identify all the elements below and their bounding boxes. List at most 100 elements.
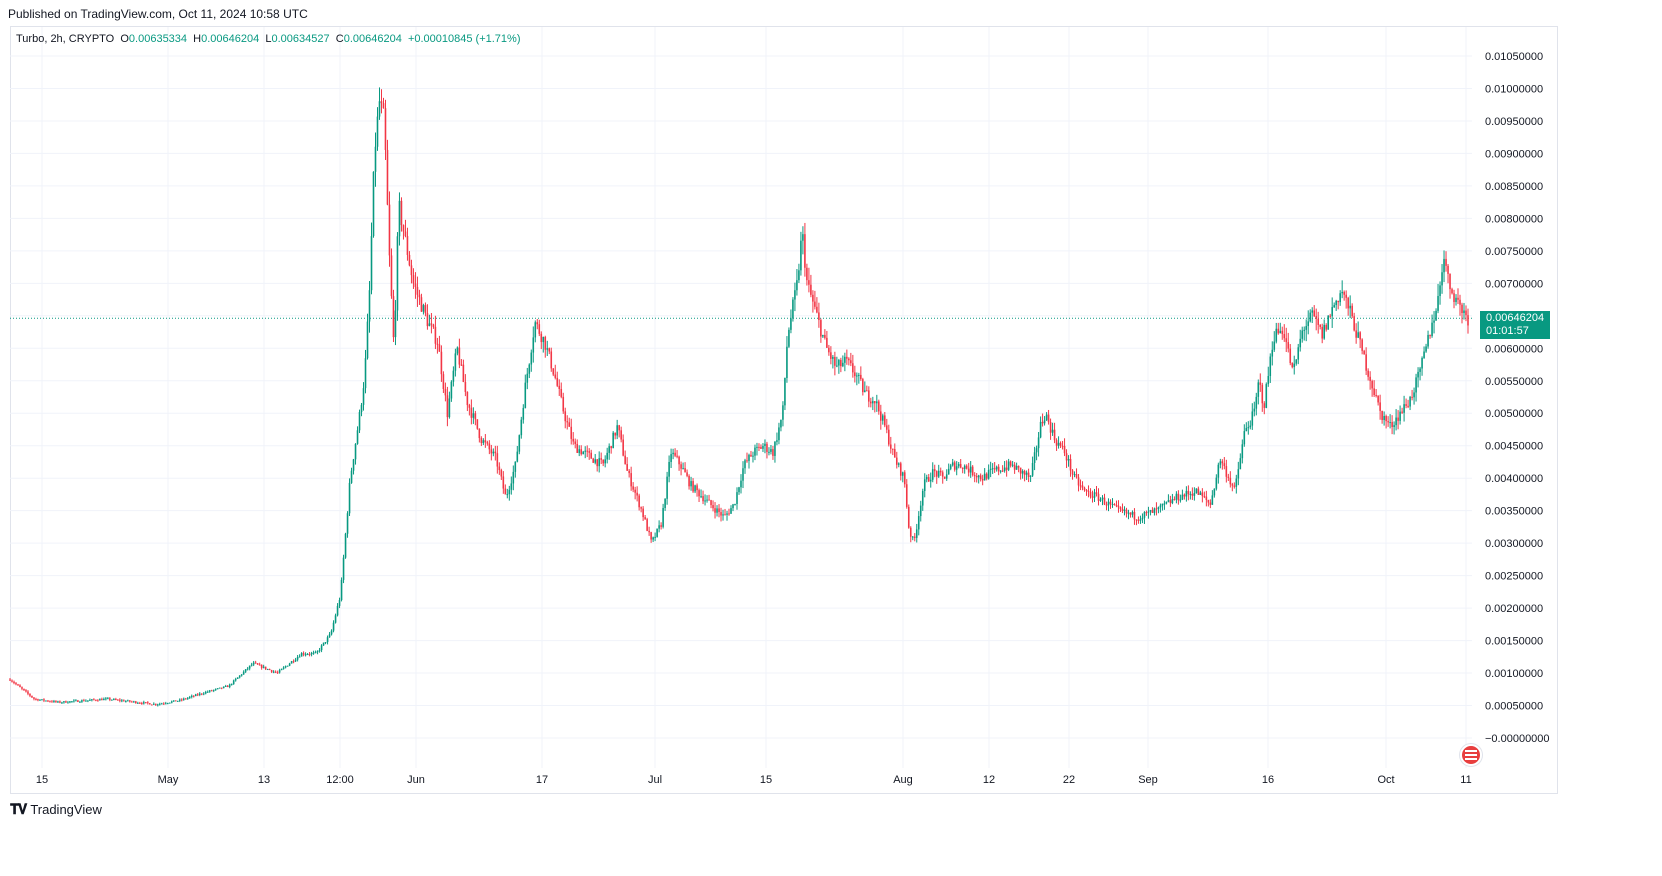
candle-body — [534, 322, 537, 338]
candle-body — [1287, 342, 1290, 349]
candle-body — [1267, 375, 1270, 385]
candle-body — [1321, 326, 1323, 339]
candle-body — [895, 457, 898, 465]
candle-body — [586, 450, 589, 452]
candle-body — [923, 479, 926, 491]
price-tick-label: 0.00100000 — [1485, 668, 1543, 680]
candle-body — [893, 449, 896, 458]
candle-body — [1369, 376, 1371, 382]
candle-body — [1407, 405, 1409, 407]
time-tick-label: May — [158, 774, 179, 786]
time-tick-label: Jul — [648, 774, 662, 786]
candle-body — [504, 488, 507, 495]
candle-body — [1173, 499, 1176, 501]
candle-body — [606, 452, 608, 460]
candle-body — [1099, 499, 1102, 501]
candle-body — [1385, 416, 1387, 422]
candles — [9, 87, 1469, 707]
candle-body — [346, 513, 349, 534]
candle-body — [149, 703, 151, 705]
candle-body — [1185, 490, 1188, 497]
candle-body — [832, 356, 834, 359]
candle-body — [885, 425, 888, 430]
candle-body — [796, 280, 798, 291]
candle-body — [1313, 310, 1316, 317]
candle-body — [378, 101, 381, 117]
symbol-label: Turbo, 2h, CRYPTO — [16, 33, 115, 45]
candle-body — [1059, 442, 1062, 446]
footer-brand[interactable]: 𝐓𝐕 TradingView — [10, 801, 102, 818]
candle-body — [49, 701, 51, 703]
candle-body — [995, 466, 998, 470]
candle-body — [1051, 429, 1054, 433]
candle-body — [1205, 496, 1208, 500]
candle-body — [971, 466, 974, 476]
candle-body — [1249, 425, 1252, 428]
candle-body — [234, 678, 237, 681]
candle-body — [1433, 320, 1435, 323]
candle-body — [170, 701, 173, 703]
candle-body — [746, 460, 748, 462]
price-tick-label: 0.00150000 — [1485, 636, 1543, 648]
candle-body — [105, 698, 107, 700]
candle-body — [818, 312, 820, 321]
chart-frame[interactable] — [10, 26, 1558, 794]
candle-body — [1247, 427, 1250, 429]
candle-body — [1047, 414, 1050, 423]
candle-body — [800, 240, 802, 271]
candle-body — [308, 654, 311, 656]
candle-body — [1443, 258, 1445, 273]
candle-body — [276, 672, 279, 674]
candle-body — [1375, 395, 1377, 397]
candle-body — [216, 688, 219, 690]
candle-body — [1255, 396, 1258, 409]
candle-body — [300, 653, 303, 657]
candle-body — [400, 200, 403, 226]
candle-body — [296, 657, 299, 660]
candle-body — [1133, 511, 1136, 520]
candle-body — [1057, 442, 1060, 446]
candle-body — [119, 699, 121, 701]
price-tick-label: 0.00050000 — [1485, 701, 1543, 713]
candle-body — [862, 379, 864, 393]
candle-body — [754, 447, 756, 456]
candle-body — [584, 450, 587, 452]
candle-body — [250, 664, 253, 666]
candle-body — [1291, 363, 1294, 368]
candle-body — [708, 499, 710, 501]
candle-body — [600, 458, 602, 460]
candle-body — [1371, 381, 1373, 389]
change-value: +0.00010845 (+1.71%) — [407, 33, 521, 45]
us-flag-icon[interactable] — [1460, 744, 1482, 766]
candle-body — [1251, 411, 1254, 426]
candle-body — [935, 471, 938, 477]
price-tick-label: 0.00500000 — [1485, 408, 1543, 420]
candle-body — [1093, 492, 1096, 498]
candle-body — [1467, 315, 1469, 326]
candle-body — [716, 508, 718, 513]
candle-body — [422, 305, 425, 312]
candle-body — [524, 382, 527, 408]
candle-body — [1421, 357, 1423, 369]
candle-body — [722, 514, 724, 516]
candle-body — [1145, 512, 1148, 514]
candle-body — [538, 324, 541, 334]
candle-body — [342, 557, 345, 580]
candle-body — [925, 477, 928, 480]
candle-body — [1333, 305, 1335, 308]
candle-body — [1391, 422, 1393, 427]
candle-body — [23, 688, 25, 691]
candle-body — [109, 698, 111, 700]
candle-body — [502, 476, 505, 489]
candle-body — [1365, 354, 1367, 371]
candle-body — [258, 664, 261, 666]
candle-body — [204, 691, 207, 694]
candle-body — [536, 322, 539, 325]
candle-body — [1127, 512, 1130, 514]
candle-body — [1019, 467, 1022, 474]
candle-body — [772, 449, 774, 456]
candle-body — [1065, 453, 1068, 461]
candle-body — [464, 382, 467, 392]
candle-body — [186, 697, 189, 699]
